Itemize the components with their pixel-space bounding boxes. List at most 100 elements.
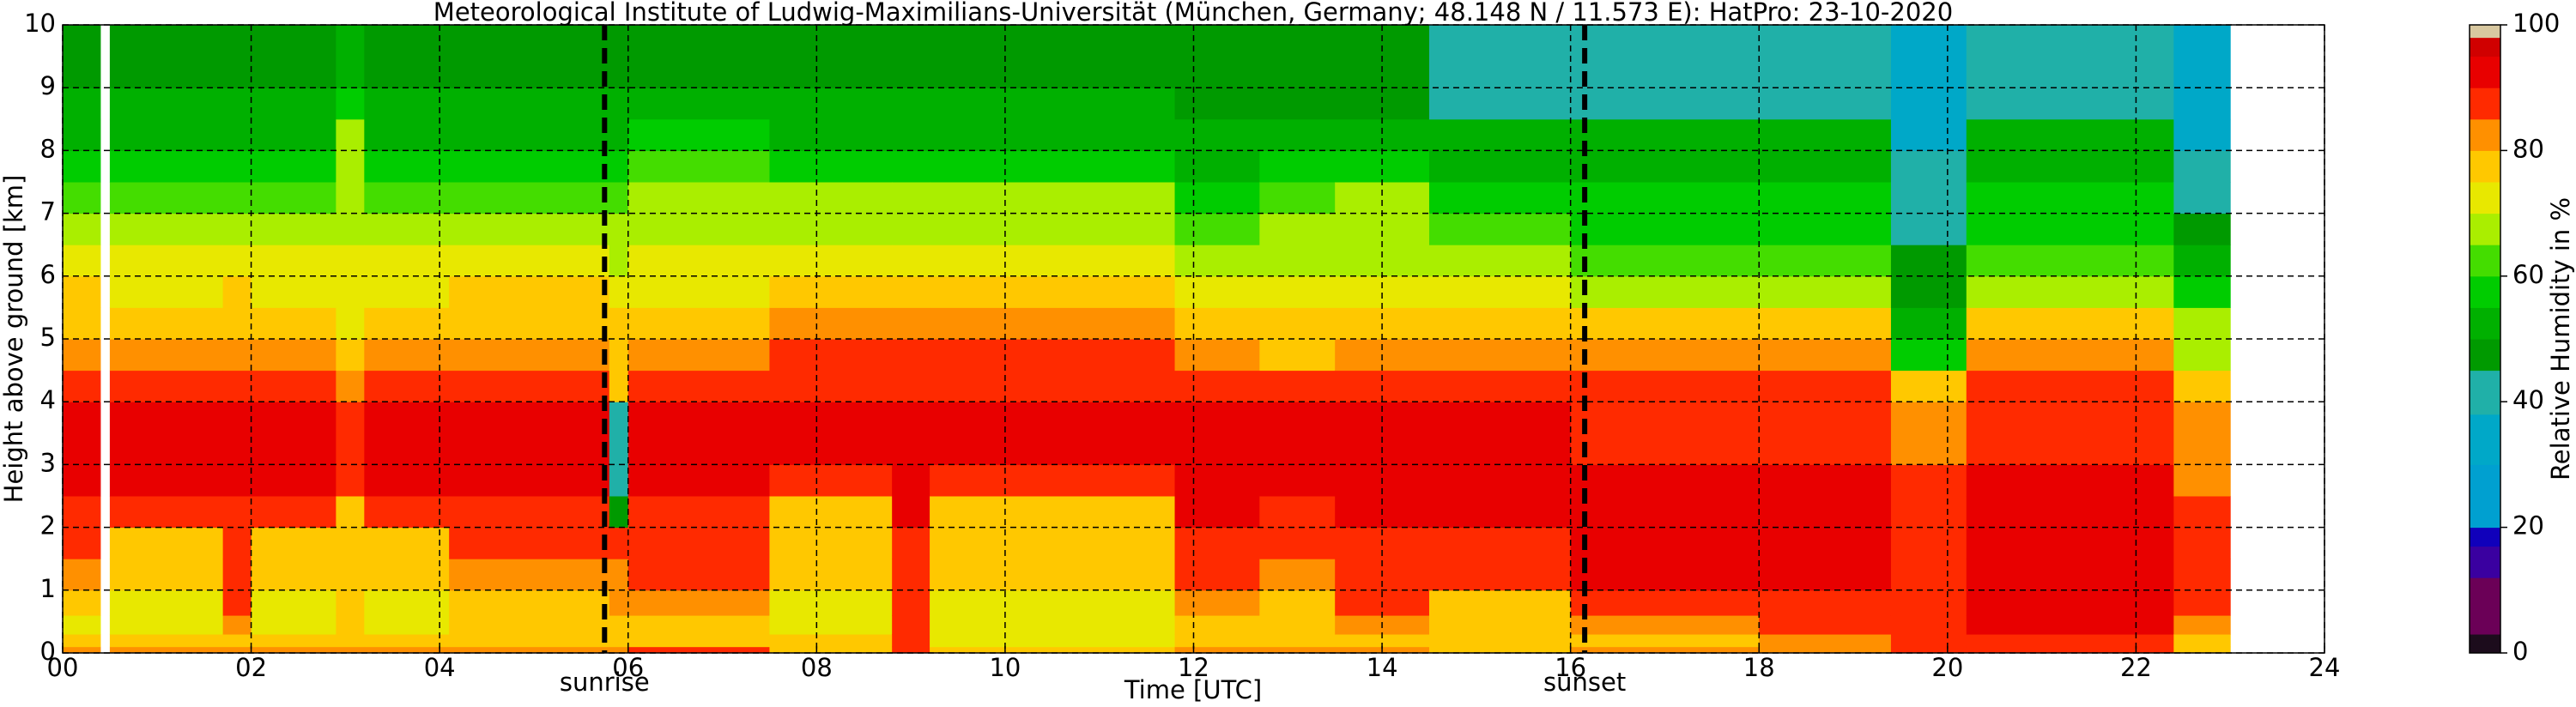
y-tick-label: 9: [40, 71, 56, 100]
heatmap-cell: [627, 118, 770, 151]
heatmap-cell: [1570, 275, 1760, 308]
heatmap-cell: [930, 150, 1176, 183]
heatmap-cell: [364, 150, 450, 183]
heatmap-cell: [1259, 245, 1336, 277]
heatmap-cell: [1428, 589, 1572, 616]
heatmap-cell: [2173, 245, 2231, 277]
heatmap-cell: [930, 245, 1176, 277]
colorbar-segment: [2470, 634, 2500, 654]
heatmap-cell: [1759, 275, 1892, 308]
heatmap-cell: [1890, 496, 1967, 529]
heatmap-cell: [627, 615, 770, 635]
heatmap-cell: [1759, 182, 1892, 215]
heatmap-cell: [627, 182, 770, 215]
heatmap-cell: [1259, 275, 1336, 308]
heatmap-cell: [1335, 275, 1430, 308]
heatmap-cell: [930, 646, 1176, 654]
heatmap-cell: [222, 25, 252, 88]
heatmap-cell: [769, 615, 893, 635]
heatmap-cell: [63, 307, 101, 340]
heatmap-cell: [1966, 245, 2174, 277]
heatmap-cell: [364, 527, 450, 559]
colorbar-segment: [2470, 56, 2500, 88]
heatmap-cell: [627, 559, 770, 591]
heatmap-cell: [2173, 25, 2231, 88]
heatmap-cell: [609, 615, 629, 635]
colorbar-tick-label: 100: [2512, 9, 2560, 38]
heatmap-cell: [627, 25, 770, 88]
heatmap-cell: [1335, 88, 1430, 120]
heatmap-cell: [609, 496, 629, 529]
x-tick-label: 06: [612, 653, 644, 682]
heatmap-cell: [449, 402, 610, 465]
heatmap-cell: [336, 402, 365, 465]
heatmap-cell: [609, 559, 629, 591]
heatmap-cell: [336, 245, 365, 277]
heatmap-cell: [1890, 402, 1967, 465]
heatmap-cell: [1966, 25, 2174, 88]
heatmap-cell: [1174, 339, 1260, 372]
heatmap-cell: [1428, 118, 1572, 151]
heatmap-cell: [609, 25, 629, 88]
heatmap-cell: [449, 615, 610, 635]
heatmap-cell: [892, 589, 930, 616]
heatmap-cell: [1966, 559, 2174, 591]
colorbar-segment: [2470, 118, 2500, 151]
heatmap-cell: [449, 634, 610, 648]
colorbar-segment: [2470, 25, 2500, 39]
heatmap-cell: [63, 615, 101, 635]
heatmap-cell: [1335, 245, 1430, 277]
heatmap-cell: [1890, 589, 1967, 616]
heatmap-cell: [627, 464, 770, 497]
y-tick-label: 6: [40, 260, 56, 289]
heatmap-cell: [222, 559, 252, 591]
colorbar-segment: [2470, 275, 2500, 308]
heatmap-cell: [1570, 615, 1760, 635]
heatmap-cell: [1966, 615, 2174, 635]
heatmap-cell: [1259, 213, 1336, 245]
heatmap-cell: [222, 402, 252, 465]
heatmap-cell: [769, 150, 893, 183]
y-tick-label: 4: [40, 385, 56, 414]
heatmap-cell: [627, 275, 770, 308]
heatmap-cell: [2173, 646, 2231, 654]
colorbar-frame: [2469, 24, 2501, 654]
y-tick-label: 10: [24, 9, 56, 38]
heatmap-cell: [769, 464, 893, 497]
heatmap-cell: [364, 339, 450, 372]
x-tick-label: 14: [1367, 653, 1398, 682]
heatmap-cell: [1890, 527, 1967, 559]
heatmap-cell: [2173, 275, 2231, 308]
heatmap-cell: [892, 615, 930, 635]
heatmap-cell: [1966, 496, 2174, 529]
heatmap-cell: [1890, 370, 1967, 402]
heatmap-cell: [109, 402, 224, 465]
heatmap-cell: [336, 615, 365, 635]
y-tick-label: 2: [40, 511, 56, 541]
heatmap-cell: [1428, 615, 1572, 635]
heatmap-cell: [627, 646, 770, 654]
heatmap-cell: [63, 370, 101, 402]
y-tick-label: 7: [40, 197, 56, 227]
heatmap-cell: [1570, 464, 1760, 497]
heatmap-cell: [336, 118, 365, 151]
heatmap-cell: [251, 182, 336, 215]
heatmap-cell: [930, 339, 1176, 372]
heatmap-cell: [930, 25, 1176, 88]
heatmap-cell: [364, 213, 450, 245]
heatmap-cell: [449, 118, 610, 151]
heatmap-cell: [1966, 213, 2174, 245]
heatmap-cell: [769, 634, 893, 648]
heatmap-cell: [1428, 25, 1572, 88]
heatmap-cell: [1570, 370, 1760, 402]
heatmap-cell: [222, 118, 252, 151]
heatmap-cell: [930, 370, 1176, 402]
heatmap-cell: [2173, 496, 2231, 529]
heatmap-cell: [109, 88, 224, 120]
heatmap-cell: [2173, 339, 2231, 372]
heatmap-cell: [609, 88, 629, 120]
heatmap-cell: [251, 464, 336, 497]
heatmap-cell: [609, 527, 629, 559]
heatmap-cell: [769, 118, 893, 151]
